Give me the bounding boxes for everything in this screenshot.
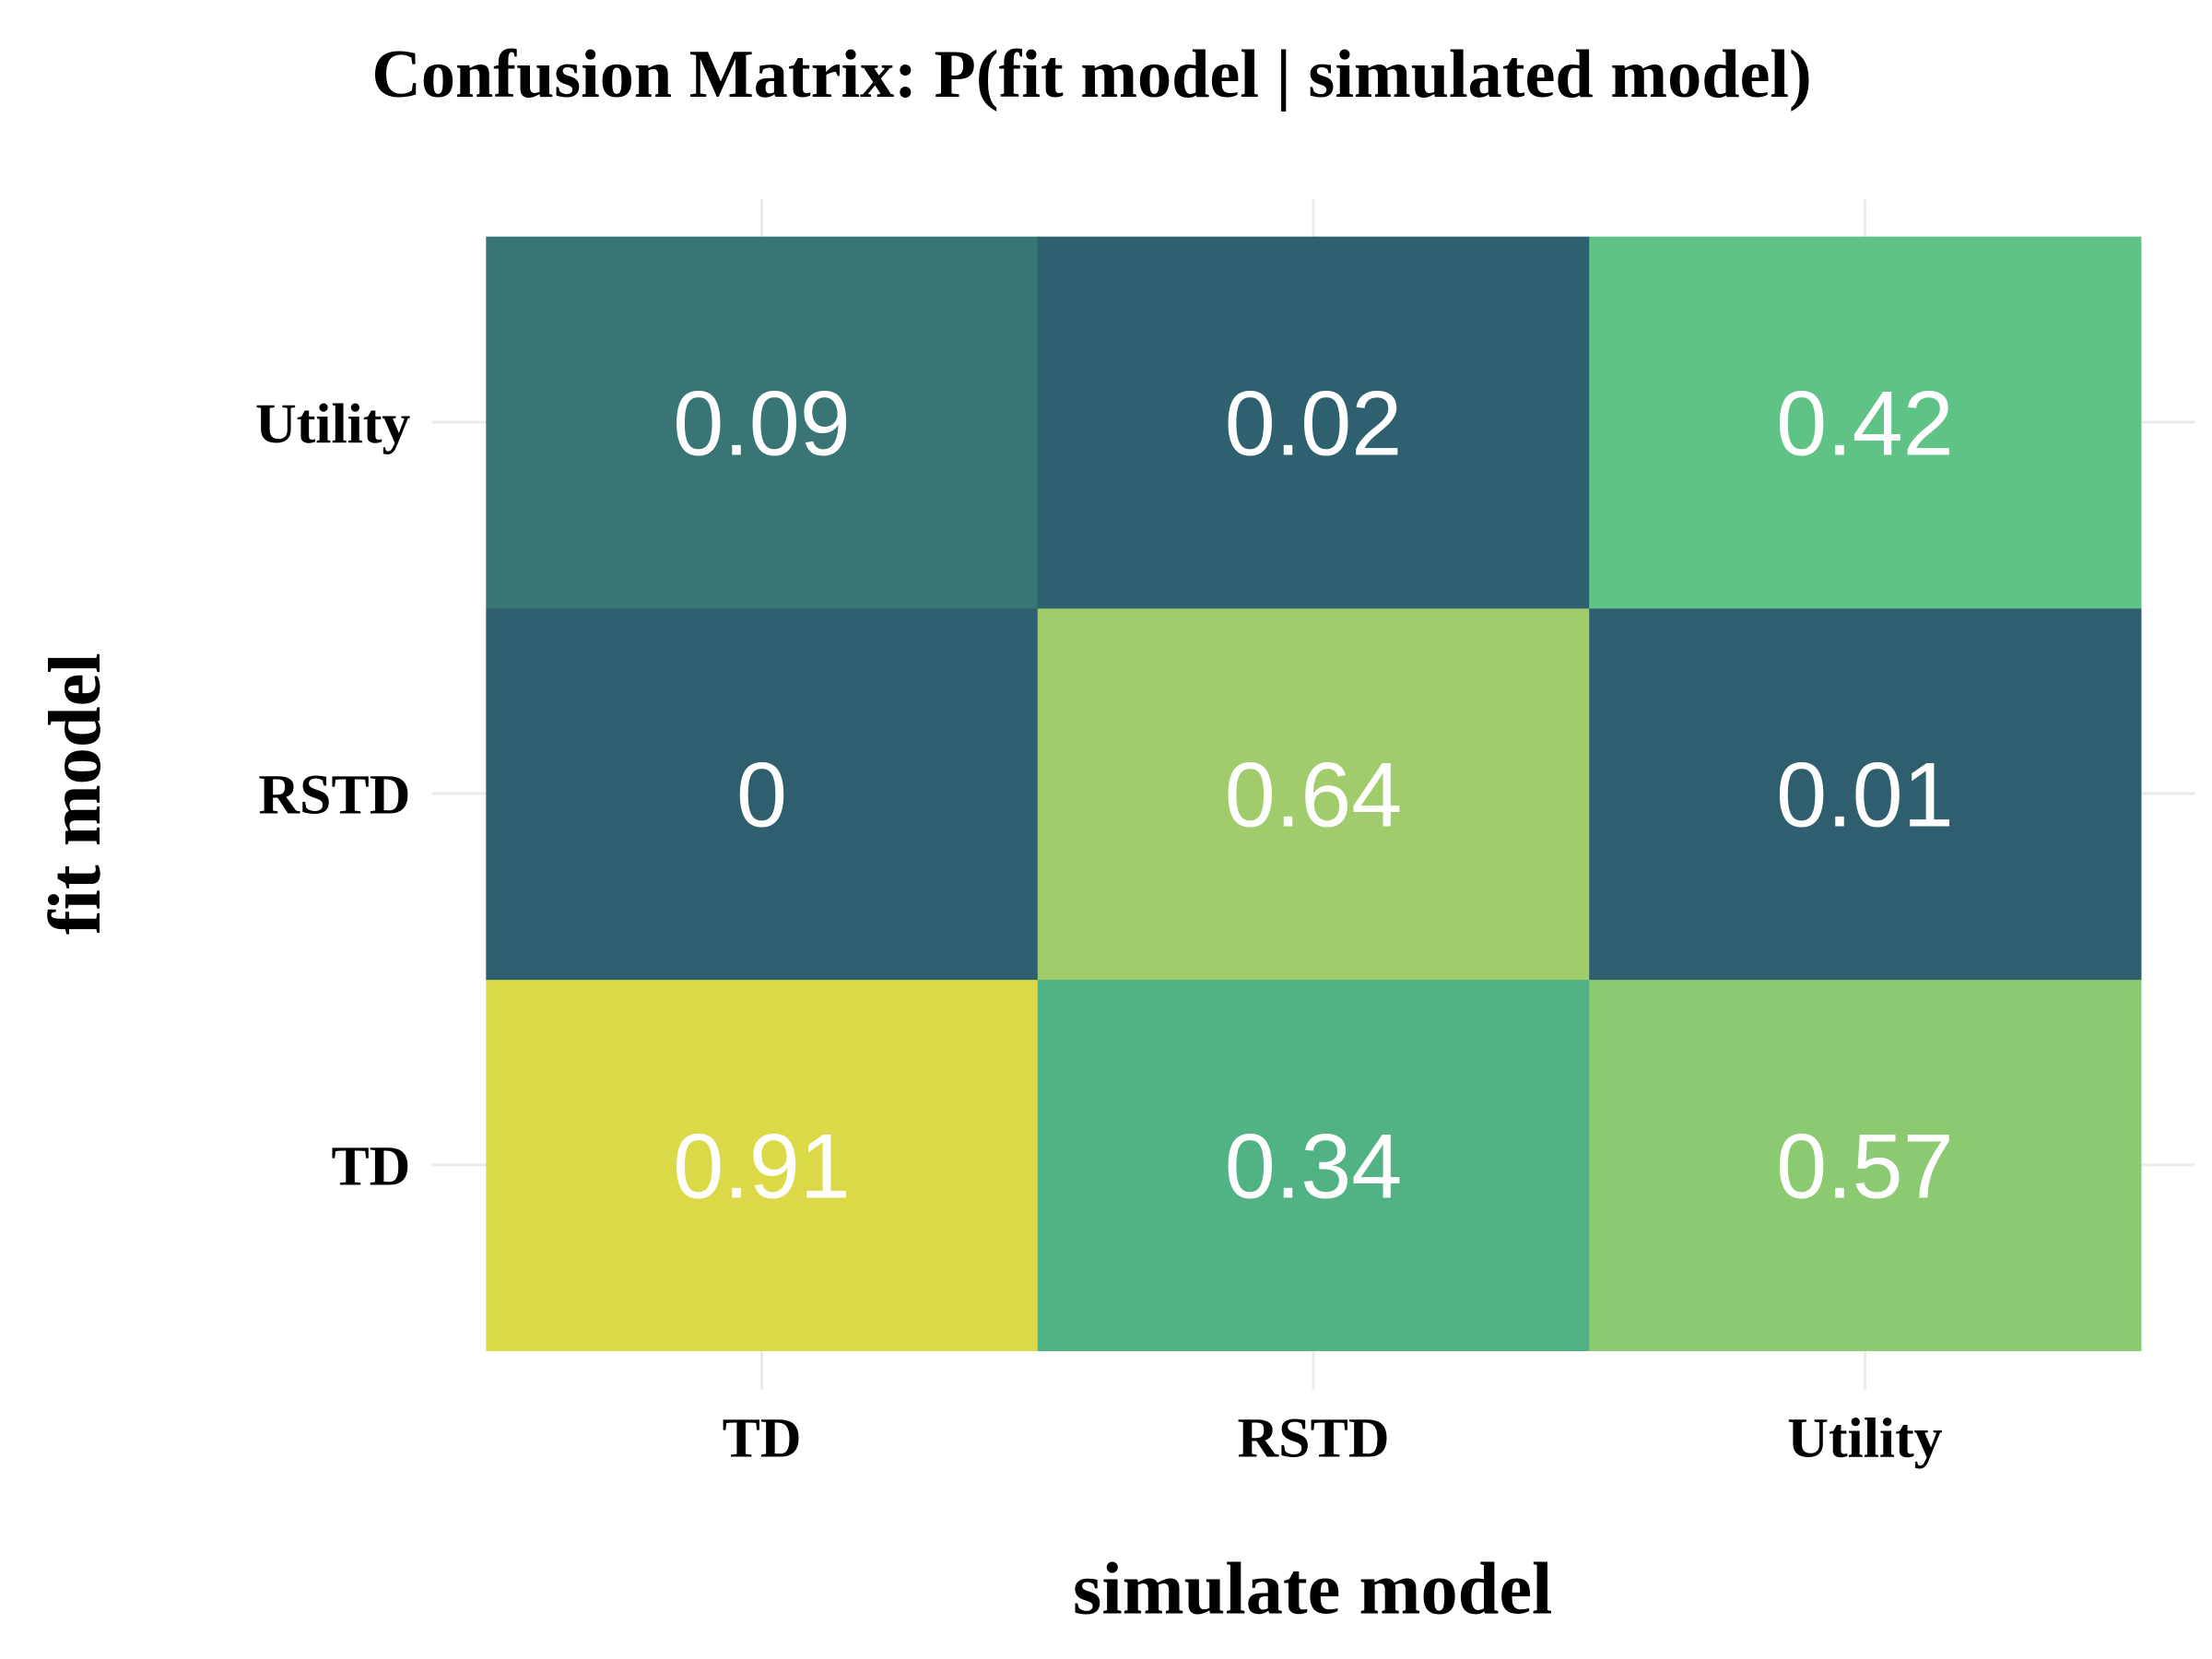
heatmap-cell — [1037, 607, 1590, 981]
heatmap-cell — [1589, 236, 2142, 609]
cell-value-label: 0.34 — [1225, 1114, 1403, 1217]
cell-value-label: 0.02 — [1225, 372, 1403, 475]
heatmap-cell — [1589, 607, 2142, 981]
heatmap-cell — [1037, 979, 1590, 1351]
y-axis-title: fit model — [34, 653, 116, 935]
heatmap-cell — [486, 236, 1039, 609]
x-tick-label: Utility — [1787, 1406, 1942, 1469]
chart-title: Confusion Matrix: P(fit model | simulate… — [371, 37, 1811, 112]
heatmap-cell — [1589, 979, 2142, 1351]
cell-value-label: 0.57 — [1776, 1114, 1954, 1217]
heatmap-cell — [1037, 236, 1590, 609]
x-tick-label: RSTD — [1238, 1406, 1390, 1469]
y-axis-ticks: TD RSTD Utility — [255, 393, 410, 1198]
y-tick-label: TD — [331, 1135, 410, 1197]
x-axis-title: simulate model — [1073, 1548, 1552, 1630]
cell-value-label: 0.01 — [1776, 744, 1954, 846]
cell-value-label: 0 — [736, 744, 787, 846]
cell-value-label: 0.09 — [673, 372, 851, 475]
cell-value-label: 0.91 — [673, 1114, 851, 1217]
heatmap-cells: 0.91 0.34 0.57 0 0.64 0.01 0.09 0.02 0.42 — [486, 236, 2142, 1351]
y-tick-label: RSTD — [258, 764, 410, 827]
cell-value-label: 0.64 — [1225, 744, 1403, 846]
x-tick-label: TD — [723, 1406, 802, 1469]
cell-value-label: 0.42 — [1776, 372, 1954, 475]
heatmap-cell — [486, 607, 1039, 981]
heatmap-cell — [486, 979, 1039, 1351]
x-axis-ticks: TD RSTD Utility — [723, 1406, 1943, 1469]
y-tick-label: Utility — [255, 393, 410, 455]
